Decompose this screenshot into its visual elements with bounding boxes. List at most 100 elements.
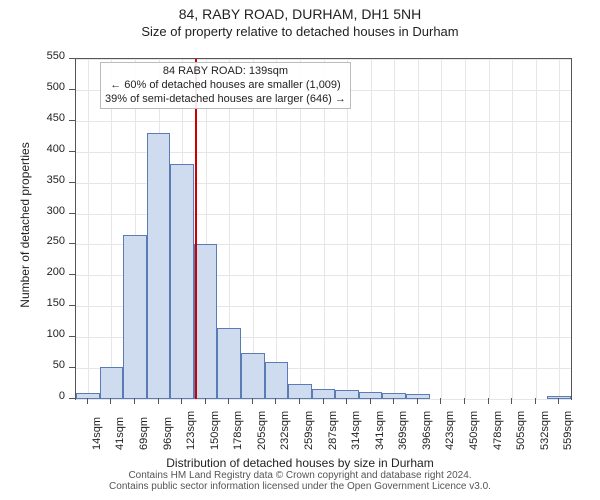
histogram-bar <box>335 390 359 399</box>
histogram-bar <box>265 362 289 399</box>
ytick-mark <box>69 243 75 244</box>
xtick-label: 314sqm <box>350 411 362 450</box>
gridline-v <box>394 59 395 399</box>
xtick-mark <box>323 398 324 404</box>
gridline-v <box>465 59 466 399</box>
gridline-v <box>253 59 254 399</box>
xtick-label: 232sqm <box>279 411 291 450</box>
xtick-mark <box>87 398 88 404</box>
ytick-label: 450 <box>0 112 65 124</box>
gridline-v <box>489 59 490 399</box>
xtick-label: 96sqm <box>162 417 174 450</box>
xtick-mark <box>181 398 182 404</box>
xtick-label: 14sqm <box>91 417 103 450</box>
histogram-bar <box>170 164 194 399</box>
xtick-label: 150sqm <box>209 411 221 450</box>
xtick-label: 123sqm <box>185 411 197 450</box>
xtick-label: 396sqm <box>421 411 433 450</box>
gridline-v <box>111 59 112 399</box>
gridline-v <box>512 59 513 399</box>
xtick-label: 478sqm <box>492 411 504 450</box>
histogram-bar <box>147 133 171 399</box>
footnote-line: Contains public sector information licen… <box>0 481 600 492</box>
xtick-label: 532sqm <box>539 411 551 450</box>
histogram-bar <box>406 394 430 399</box>
ytick-label: 200 <box>0 266 65 278</box>
xtick-mark <box>464 398 465 404</box>
chart-subtitle: Size of property relative to detached ho… <box>0 24 600 39</box>
xtick-mark <box>275 398 276 404</box>
ytick-label: 300 <box>0 205 65 217</box>
annotation-line: ← 60% of detached houses are smaller (1,… <box>105 79 346 93</box>
ytick-label: 0 <box>0 390 65 402</box>
ytick-mark <box>69 58 75 59</box>
gridline-v <box>347 59 348 399</box>
annotation-line: 39% of semi-detached houses are larger (… <box>105 93 346 107</box>
xtick-mark <box>205 398 206 404</box>
ytick-mark <box>69 336 75 337</box>
xtick-mark <box>488 398 489 404</box>
histogram-bar <box>547 396 571 399</box>
xtick-label: 259sqm <box>303 411 315 450</box>
ytick-label: 150 <box>0 297 65 309</box>
histogram-bar <box>123 235 147 399</box>
xtick-label: 505sqm <box>515 411 527 450</box>
xtick-mark <box>252 398 253 404</box>
xtick-label: 559sqm <box>562 411 574 450</box>
footnote-line: Contains HM Land Registry data © Crown c… <box>0 470 600 481</box>
ytick-mark <box>69 398 75 399</box>
ytick-label: 250 <box>0 235 65 247</box>
plot-area <box>75 58 572 400</box>
annotation-box: 84 RABY ROAD: 139sqm← 60% of detached ho… <box>100 62 351 109</box>
histogram-bar <box>76 393 100 399</box>
gridline-v <box>559 59 560 399</box>
gridline-v <box>536 59 537 399</box>
xtick-label: 41sqm <box>114 417 126 450</box>
ytick-mark <box>69 305 75 306</box>
gridline-v <box>441 59 442 399</box>
xtick-mark <box>417 398 418 404</box>
xtick-label: 287sqm <box>327 411 339 450</box>
ytick-mark <box>69 120 75 121</box>
gridline-v <box>324 59 325 399</box>
xtick-mark <box>346 398 347 404</box>
xtick-mark <box>558 398 559 404</box>
ytick-mark <box>69 367 75 368</box>
xtick-mark <box>134 398 135 404</box>
histogram-bar <box>382 393 406 399</box>
ytick-mark <box>69 182 75 183</box>
xtick-mark <box>228 398 229 404</box>
annotation-line: 84 RABY ROAD: 139sqm <box>105 65 346 79</box>
xtick-label: 178sqm <box>232 411 244 450</box>
ytick-label: 50 <box>0 359 65 371</box>
xtick-mark <box>370 398 371 404</box>
xtick-mark <box>393 398 394 404</box>
gridline-h <box>76 399 571 400</box>
xtick-label: 450sqm <box>468 411 480 450</box>
chart-title: 84, RABY ROAD, DURHAM, DH1 5NH <box>0 6 600 22</box>
ytick-mark <box>69 89 75 90</box>
xtick-mark <box>110 398 111 404</box>
xtick-label: 69sqm <box>138 417 150 450</box>
xtick-label: 341sqm <box>374 411 386 450</box>
ytick-mark <box>69 151 75 152</box>
ytick-mark <box>69 274 75 275</box>
ytick-label: 100 <box>0 328 65 340</box>
xtick-label: 205sqm <box>256 411 268 450</box>
reference-line <box>195 59 197 399</box>
x-axis-label: Distribution of detached houses by size … <box>0 456 600 470</box>
histogram-bar <box>241 353 265 399</box>
gridline-v <box>371 59 372 399</box>
ytick-label: 550 <box>0 50 65 62</box>
ytick-label: 500 <box>0 81 65 93</box>
xtick-label: 423sqm <box>444 411 456 450</box>
xtick-label: 369sqm <box>397 411 409 450</box>
xtick-mark <box>299 398 300 404</box>
xtick-mark <box>535 398 536 404</box>
ytick-label: 400 <box>0 143 65 155</box>
gridline-v <box>88 59 89 399</box>
histogram-bar <box>100 367 124 399</box>
ytick-mark <box>69 213 75 214</box>
histogram-bar <box>217 328 241 399</box>
ytick-label: 350 <box>0 174 65 186</box>
